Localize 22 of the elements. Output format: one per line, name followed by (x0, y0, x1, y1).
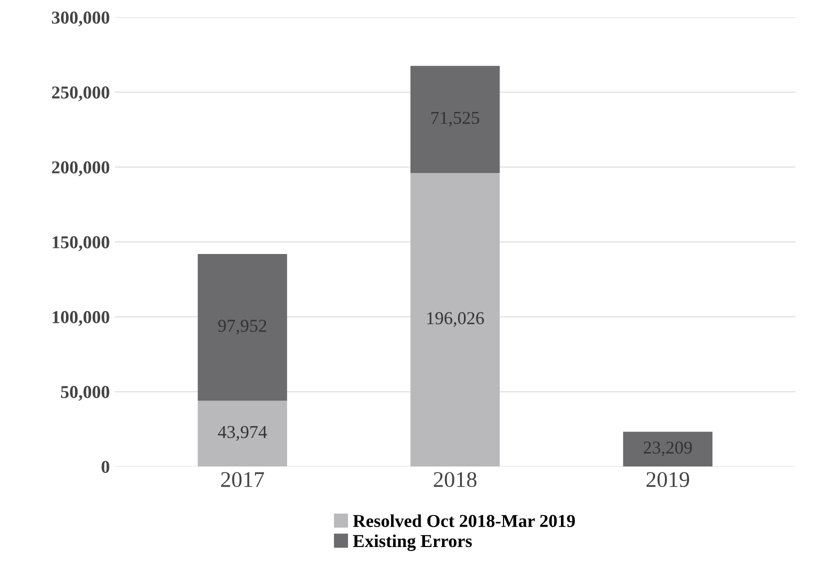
bar (410, 172, 500, 467)
y-tick-label: 100,000 (52, 311, 110, 326)
bar (410, 66, 500, 173)
data-label: 23,209 (644, 442, 692, 456)
y-tick-label: 250,000 (52, 86, 110, 102)
bar (623, 432, 712, 467)
y-tick-label: 300,000 (52, 12, 110, 26)
y-tick-label: 150,000 (52, 236, 110, 251)
y-tick-label: 0 (102, 460, 110, 473)
data-label: 97,952 (218, 320, 266, 334)
x-tick-label: 2019 (646, 472, 690, 488)
data-label: 71,525 (431, 112, 480, 127)
y-tick-label: 50,000 (61, 386, 110, 401)
y-tick-label: 200,000 (52, 161, 110, 176)
x-tick-label: 2018 (434, 472, 476, 488)
legend-label: Resolved Oct 2018-Mar 2019 (353, 514, 575, 528)
data-label: 196,026 (427, 312, 484, 327)
x-tick-label: 2017 (221, 472, 264, 488)
bar (198, 400, 288, 467)
data-label: 43,974 (218, 426, 267, 441)
legend-label: Existing Errors (353, 534, 472, 551)
bar (198, 254, 288, 401)
